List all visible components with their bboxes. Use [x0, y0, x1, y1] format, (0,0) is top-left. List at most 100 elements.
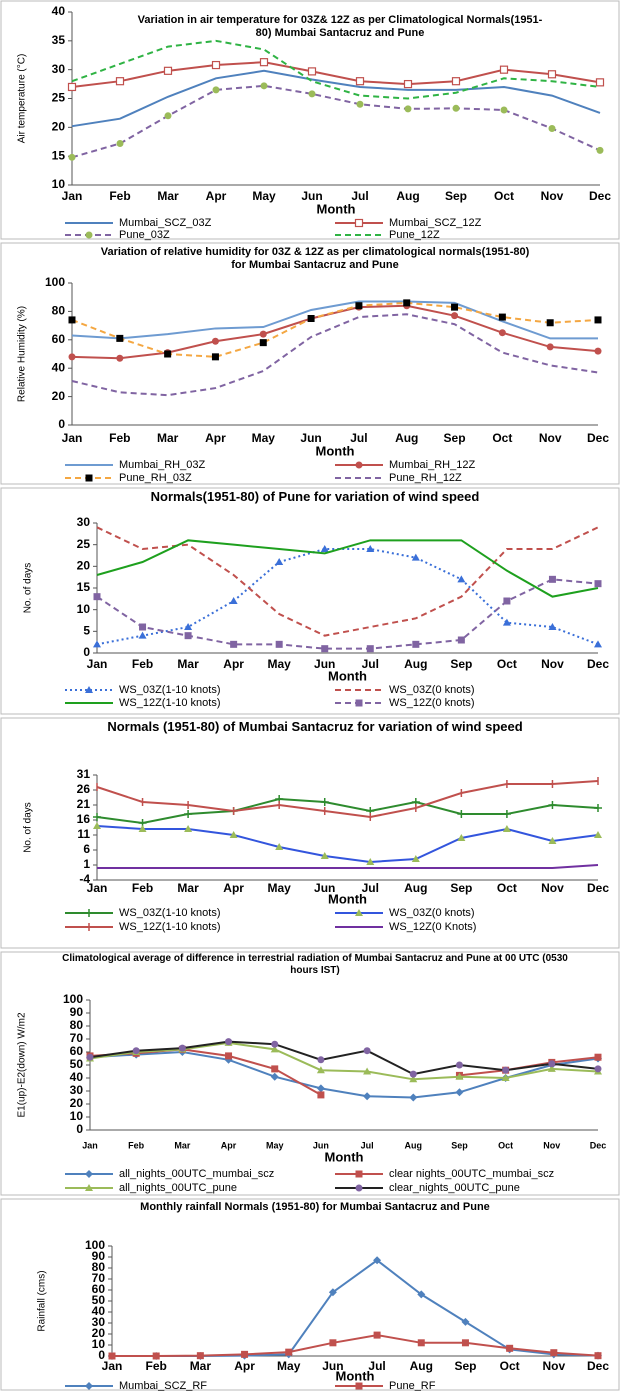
- series-line: [71, 300, 598, 340]
- marker: [457, 636, 465, 644]
- marker: [85, 231, 93, 239]
- x-tick-label: Feb: [109, 431, 130, 445]
- x-tick-label: Jan: [62, 431, 83, 445]
- x-tick-label: Mar: [177, 657, 199, 671]
- marker: [502, 618, 511, 626]
- marker: [85, 1382, 93, 1390]
- marker: [461, 1339, 469, 1347]
- marker: [355, 699, 363, 707]
- x-tick-label: Aug: [404, 657, 427, 671]
- x-tick-label: Jun: [314, 881, 335, 895]
- y-axis-label: No. of days: [23, 802, 34, 853]
- marker: [275, 558, 284, 565]
- x-tick-label: Dec: [587, 881, 609, 895]
- marker: [229, 831, 238, 838]
- marker: [506, 1344, 514, 1352]
- marker: [409, 1075, 418, 1083]
- marker: [548, 801, 557, 809]
- marker: [93, 822, 101, 829]
- x-tick-label: Oct: [494, 189, 514, 203]
- legend-label: all_nights_00UTC_pune: [119, 1182, 237, 1194]
- series-line: [89, 1040, 599, 1076]
- x-tick-label: Nov: [542, 1359, 565, 1373]
- panel-border: [0, 242, 620, 485]
- marker: [594, 347, 602, 355]
- series-line: [71, 61, 601, 88]
- legend-label: Pune_RH_12Z: [389, 472, 462, 484]
- marker: [229, 597, 238, 604]
- x-tick-label: Feb: [146, 1359, 167, 1373]
- marker: [67, 82, 77, 92]
- marker: [93, 593, 101, 601]
- legend-label: Pune_RH_03Z: [119, 472, 192, 484]
- marker: [225, 1052, 233, 1060]
- y-tick-label: 15: [52, 148, 66, 162]
- marker: [178, 1044, 186, 1052]
- legend-label: WS_03Z(0 knots): [389, 684, 475, 696]
- marker: [259, 339, 267, 347]
- y-tick-label: 40: [52, 4, 66, 18]
- marker: [547, 1064, 556, 1072]
- marker: [409, 1070, 417, 1078]
- marker: [259, 58, 269, 67]
- y-tick-label: 16: [77, 812, 91, 826]
- legend-label: Mumbai_SCZ_RF: [119, 1380, 207, 1391]
- x-tick-label: Dec: [590, 1140, 607, 1150]
- marker: [116, 334, 124, 342]
- x-tick-label: Apr: [223, 657, 244, 671]
- marker: [594, 640, 602, 648]
- y-tick-label: 60: [70, 1044, 84, 1058]
- x-tick-label: Mar: [157, 189, 179, 203]
- marker: [85, 1184, 93, 1191]
- y-tick-label: 30: [77, 515, 91, 529]
- marker: [366, 858, 375, 865]
- x-tick-label: Jul: [362, 657, 379, 671]
- y-tick-label: 25: [77, 537, 91, 551]
- legend-label: Pune_03Z: [119, 229, 170, 241]
- marker: [212, 86, 220, 94]
- marker: [211, 60, 221, 70]
- marker: [548, 837, 557, 844]
- series-line: [89, 1041, 599, 1081]
- x-tick-label: Nov: [541, 189, 564, 203]
- x-tick-label: Aug: [404, 881, 427, 895]
- x-tick-label: Jul: [368, 1359, 385, 1373]
- y-tick-label: 1: [83, 857, 90, 871]
- y-tick-label: 20: [77, 559, 91, 573]
- marker: [355, 909, 363, 916]
- series-line: [71, 301, 599, 358]
- marker: [594, 1352, 602, 1360]
- marker: [498, 313, 506, 321]
- x-tick-label: Jul: [362, 881, 379, 895]
- x-tick-label: Apr: [221, 1140, 237, 1150]
- marker: [595, 78, 605, 87]
- marker: [285, 1348, 293, 1356]
- y-tick-label: 40: [52, 360, 66, 374]
- y-tick-label: 10: [70, 1109, 84, 1123]
- marker: [152, 1352, 160, 1360]
- series-line: [96, 797, 599, 825]
- panel-border: [0, 1198, 620, 1391]
- marker: [403, 79, 413, 89]
- marker: [500, 106, 508, 114]
- x-tick-label: Mar: [157, 431, 179, 445]
- marker: [409, 1093, 418, 1102]
- marker: [373, 1331, 381, 1339]
- y-tick-label: 20: [52, 120, 66, 134]
- marker: [455, 1072, 464, 1080]
- marker: [115, 77, 125, 86]
- series-line: [96, 578, 599, 650]
- marker: [355, 1184, 363, 1192]
- marker: [596, 146, 604, 154]
- legend-label: WS_12Z(0 Knots): [389, 921, 476, 933]
- marker: [412, 640, 420, 648]
- marker: [594, 580, 602, 588]
- y-tick-label: 10: [52, 177, 66, 191]
- marker: [455, 1061, 463, 1069]
- x-tick-label: Dec: [587, 657, 609, 671]
- marker: [308, 90, 316, 98]
- x-tick-label: Jan: [87, 881, 108, 895]
- y-tick-label: 20: [92, 1326, 106, 1340]
- legend-label: Mumbai_RH_12Z: [389, 459, 475, 471]
